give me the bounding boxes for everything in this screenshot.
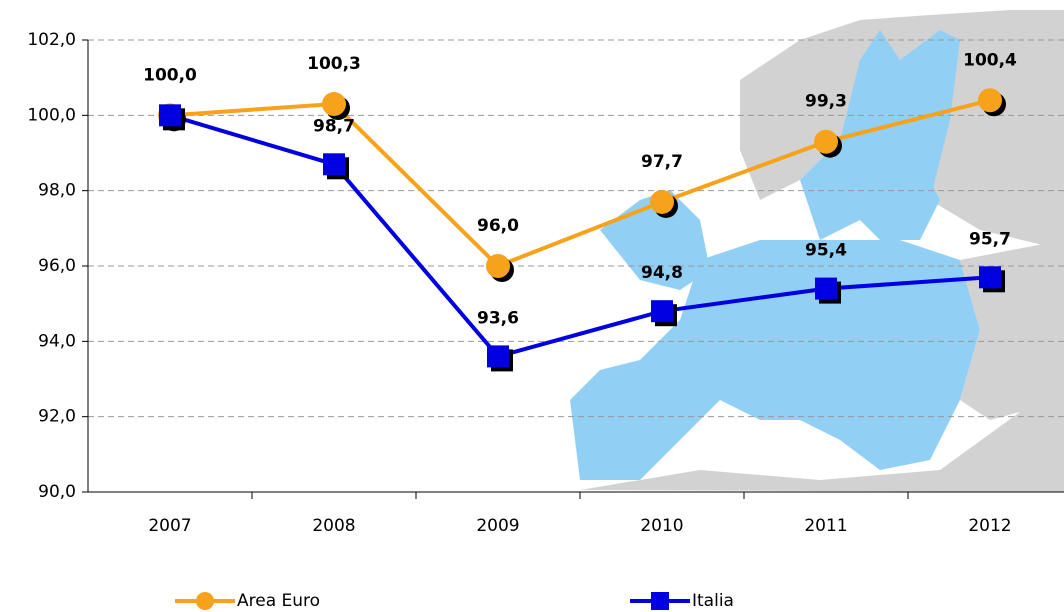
y-tick-label: 94,0 — [38, 331, 76, 351]
x-tick-label: 2012 — [968, 516, 1011, 536]
x-tick-label: 2011 — [804, 516, 847, 536]
y-tick-label: 100,0 — [27, 105, 76, 125]
data-label: 96,0 — [477, 216, 519, 236]
series-line — [169, 113, 991, 359]
data-label: 100,4 — [963, 50, 1017, 70]
legend-marker — [651, 592, 669, 610]
marker — [650, 189, 674, 214]
data-label: 97,7 — [641, 152, 683, 172]
data-label: 93,6 — [477, 308, 519, 328]
data-label: 100,3 — [307, 54, 361, 74]
y-tick-label: 96,0 — [38, 256, 76, 276]
x-tick-label: 2008 — [312, 516, 355, 536]
data-label: 95,7 — [969, 229, 1011, 249]
marker — [487, 345, 509, 368]
x-tick-label: 2009 — [476, 516, 519, 536]
marker — [815, 277, 837, 300]
y-tick-label: 102,0 — [27, 30, 76, 50]
y-tick-label: 92,0 — [38, 407, 76, 427]
x-tick-label: 2010 — [640, 516, 683, 536]
marker — [159, 104, 181, 127]
marker — [486, 254, 510, 278]
data-label: 98,7 — [313, 116, 355, 136]
legend-label: Italia — [692, 591, 734, 611]
data-label: 99,3 — [805, 92, 847, 112]
data-label: 100,0 — [143, 65, 197, 85]
marker — [814, 129, 838, 154]
marker — [978, 88, 1002, 113]
marker — [323, 153, 345, 176]
y-tick-label: 90,0 — [38, 482, 76, 502]
series-line — [169, 98, 991, 269]
data-label: 94,8 — [641, 263, 683, 283]
x-tick-label: 2007 — [148, 516, 191, 536]
y-tick-label: 98,0 — [38, 181, 76, 201]
marker — [979, 266, 1001, 289]
marker — [322, 92, 346, 117]
data-label: 95,4 — [805, 241, 847, 261]
legend-label: Area Euro — [237, 591, 320, 611]
marker — [651, 300, 673, 323]
map-background — [570, 10, 1064, 492]
legend-marker — [196, 592, 214, 610]
